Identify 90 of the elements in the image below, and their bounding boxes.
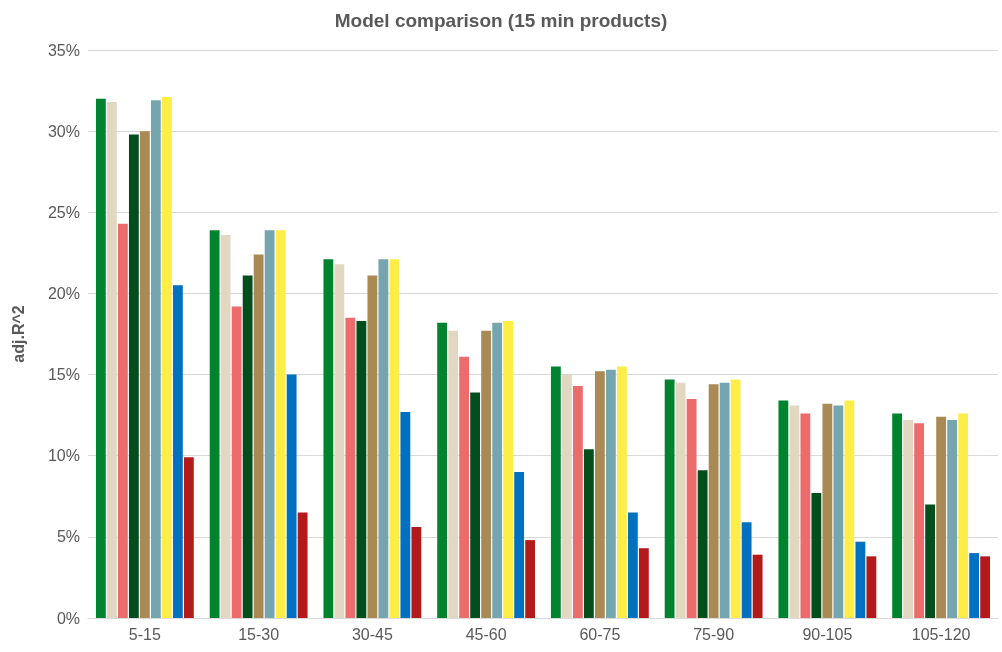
y-tick-label: 10% <box>47 447 80 465</box>
bar <box>583 449 594 618</box>
bar <box>855 541 866 618</box>
bar <box>242 275 253 618</box>
bar <box>367 275 378 618</box>
bar <box>128 134 139 618</box>
bar <box>492 322 503 618</box>
bar <box>297 512 308 618</box>
x-tick-label: 75-90 <box>693 625 735 643</box>
bar <box>550 366 561 618</box>
bar <box>638 548 649 618</box>
bar <box>914 423 925 618</box>
bar <box>572 385 583 618</box>
bar <box>561 374 572 618</box>
bar <box>356 321 367 618</box>
bar <box>697 470 708 618</box>
bar <box>789 405 800 618</box>
bar <box>958 413 969 618</box>
bar <box>209 230 220 618</box>
y-tick-label: 35% <box>47 41 80 59</box>
bar <box>172 285 183 618</box>
bar <box>947 420 958 618</box>
y-tick-label: 20% <box>47 284 80 302</box>
y-tick-label: 0% <box>56 609 80 627</box>
x-tick-label: 15-30 <box>238 625 280 643</box>
x-tick-label: 30-45 <box>351 625 393 643</box>
bar <box>800 413 811 618</box>
bar <box>811 493 822 618</box>
y-axis-title: adj.R^2 <box>9 305 27 363</box>
bar <box>459 356 470 618</box>
bar <box>389 259 400 618</box>
bar <box>627 512 638 618</box>
bar <box>231 306 242 618</box>
bar <box>936 416 947 618</box>
bar <box>220 235 231 618</box>
y-tick-label: 30% <box>47 122 80 140</box>
bar <box>264 230 275 618</box>
bar <box>161 97 172 618</box>
bar <box>675 382 686 618</box>
bar <box>778 400 789 618</box>
bar <box>378 259 389 618</box>
bar <box>95 98 106 618</box>
bar <box>400 411 411 618</box>
x-tick-label: 5-15 <box>128 625 161 643</box>
bar <box>892 413 903 618</box>
bar <box>616 366 627 618</box>
bar <box>470 392 481 618</box>
bar <box>286 374 297 618</box>
bar <box>275 230 286 618</box>
bar <box>437 322 448 618</box>
bar <box>719 382 730 618</box>
bar <box>752 554 763 618</box>
bar <box>481 330 492 618</box>
y-tick-label: 15% <box>47 366 80 384</box>
bar <box>323 259 334 618</box>
bar <box>334 264 345 618</box>
bar <box>605 369 616 618</box>
bar <box>411 527 422 618</box>
bar <box>822 403 833 618</box>
bar <box>525 540 536 618</box>
bar <box>503 321 514 618</box>
bar <box>117 223 128 618</box>
bar <box>708 384 719 618</box>
bar <box>345 317 356 618</box>
chart-title: Model comparison (15 min products) <box>334 10 668 31</box>
bar <box>980 556 991 618</box>
bar <box>150 100 161 618</box>
bar <box>594 371 605 618</box>
bar <box>448 330 459 618</box>
bar <box>730 379 741 618</box>
bar <box>664 379 675 618</box>
bar <box>925 504 936 618</box>
y-tick-label: 5% <box>56 528 80 546</box>
bar <box>903 420 914 618</box>
bar <box>106 101 117 618</box>
x-tick-label: 90-105 <box>802 625 853 643</box>
bar <box>686 398 697 618</box>
bar <box>253 254 264 618</box>
x-tick-label: 105-120 <box>911 625 971 643</box>
bar <box>139 131 150 618</box>
bar <box>866 556 877 618</box>
bar <box>844 400 855 618</box>
bar <box>969 553 980 618</box>
bar <box>183 457 194 618</box>
bar <box>514 471 525 618</box>
x-tick-label: 45-60 <box>465 625 507 643</box>
bar <box>833 405 844 618</box>
y-tick-label: 25% <box>47 203 80 221</box>
x-tick-label: 60-75 <box>579 625 621 643</box>
bar <box>741 522 752 618</box>
